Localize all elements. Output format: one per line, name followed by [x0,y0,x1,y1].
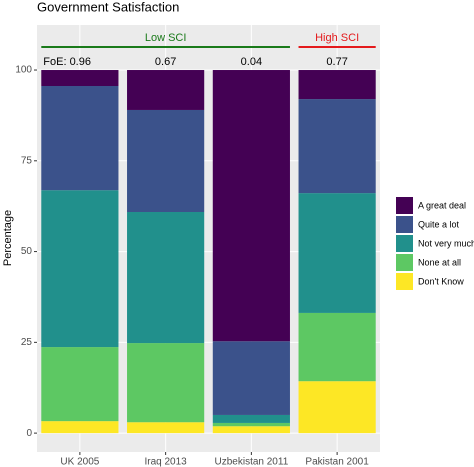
x-tick-label: Iraq 2013 [144,457,187,467]
group-label: High SCI [315,32,359,44]
bar-segment [41,70,119,86]
legend-label: Quite a lot [418,219,460,229]
bar-segment [212,422,290,427]
bar-segment [41,421,119,434]
y-tick-label: 0 [26,428,32,439]
bar-segment [212,414,290,423]
legend-label: A great deal [418,200,466,210]
chart-title: Government Satisfaction [37,0,179,14]
bar-segment [298,381,376,434]
bar-label: FoE: 0.96 [43,56,91,68]
bar-segment [127,422,205,434]
bar-label: 0.04 [241,56,262,68]
y-tick-label: 75 [21,155,33,166]
bar-segment [41,347,119,422]
bar-segment [127,211,205,344]
x-tick-label: Uzbekistan 2011 [215,457,289,467]
y-tick-label: 25 [21,337,33,348]
bar-segment [298,70,376,100]
bar-segment [212,341,290,415]
legend-label: Not very much [418,238,474,248]
bar-segment [127,109,205,212]
legend-swatch [396,273,413,290]
bar-segment [127,343,205,423]
legend-swatch [396,235,413,252]
legend-label: None at all [418,257,461,267]
bar-segment [41,86,119,191]
bar-label: 0.67 [155,56,176,68]
bar-segment [298,193,376,313]
bar-segment [41,190,119,348]
bar-label: 0.77 [326,56,347,68]
bar-segment [298,99,376,194]
bar-segment [212,426,290,434]
group-label: Low SCI [145,32,187,44]
legend-swatch [396,197,413,214]
y-tick-label: 50 [21,246,33,257]
legend-swatch [396,216,413,233]
y-tick-label: 100 [15,65,32,76]
bar-segment [298,312,376,382]
x-tick-label: UK 2005 [60,457,99,467]
bar-segment [212,70,290,342]
legend-swatch [396,254,413,271]
x-tick-label: Pakistan 2001 [305,457,369,467]
y-axis-label: Percentage [2,210,14,266]
legend-label: Don't Know [418,276,464,286]
bar-segment [127,70,205,110]
